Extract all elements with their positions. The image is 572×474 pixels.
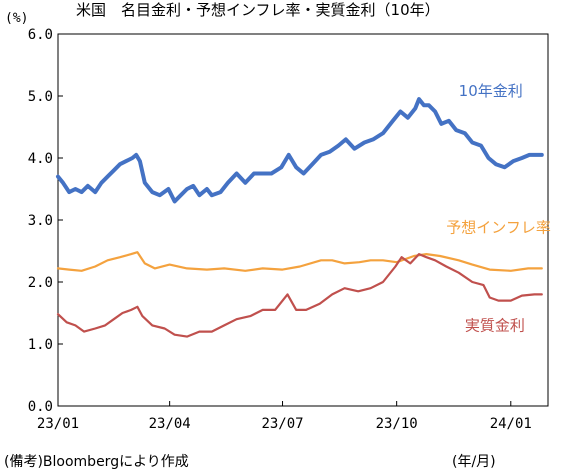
x-tick-label: 23/10: [376, 416, 418, 432]
x-tick-label: 23/04: [149, 416, 191, 432]
chart-title: 米国 名目金利・予想インフレ率・実質金利（10年）: [76, 1, 440, 19]
series-label-3: 実質金利: [465, 316, 525, 334]
x-tick-label: 23/01: [37, 416, 79, 432]
y-tick-label: 2.0: [28, 275, 53, 291]
y-tick-label: 1.0: [28, 337, 53, 353]
source-note: (備考)Bloombergにより作成: [4, 454, 189, 470]
series-label-1: 10年金利: [459, 82, 523, 100]
x-tick-label: 24/01: [490, 416, 532, 432]
y-unit-label: (%): [5, 11, 28, 26]
y-tick-label: 0.0: [28, 399, 53, 415]
series-line-2: [56, 251, 543, 272]
x-tick-label: 23/07: [261, 416, 303, 432]
y-tick-label: 5.0: [28, 89, 53, 105]
series-label-2: 予想インフレ率: [446, 218, 551, 236]
y-tick-label: 4.0: [28, 151, 53, 167]
plot-area: 6.0 5.0 4.0 3.0 2.0 1.0 0.023/01 23/04 23/07 23/1…: [28, 27, 551, 432]
series-line-1: [56, 97, 544, 204]
y-tick-label: 3.0: [28, 213, 53, 229]
y-tick-label: 6.0: [28, 27, 53, 43]
x-unit-label: (年/月): [452, 454, 496, 470]
series-line-3: [56, 253, 543, 338]
